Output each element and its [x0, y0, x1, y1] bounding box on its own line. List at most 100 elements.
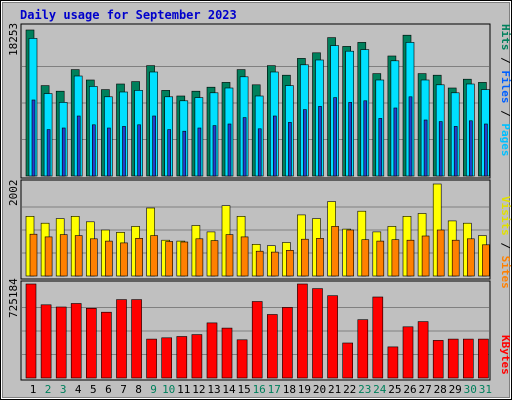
kbytes-bar-day-17 [266, 314, 278, 379]
sites-bar-day-13 [210, 240, 219, 277]
sites-bar-day-2 [44, 236, 53, 277]
pages-bar-day-15 [242, 117, 247, 177]
kbytes-bar-day-29 [447, 338, 459, 379]
pages-bar-day-2 [46, 129, 51, 177]
chart-title: Daily usage for September 2023 [20, 8, 237, 22]
sites-bar-day-8 [135, 238, 143, 277]
day-label-6: 6 [105, 383, 112, 396]
pages-bar-day-30 [468, 120, 473, 177]
day-label-31: 31 [479, 383, 492, 396]
sites-bar-day-1 [29, 233, 38, 277]
sites-bar-day-31 [482, 244, 490, 277]
kbytes-bar-day-12 [191, 334, 203, 379]
legend-sep-3: / [499, 242, 512, 249]
sites-bar-day-30 [466, 238, 475, 277]
day-label-25: 25 [388, 383, 401, 396]
kbytes-bar-day-20 [312, 288, 323, 379]
day-label-17: 17 [268, 383, 281, 396]
pages-bar-day-3 [61, 127, 66, 177]
kbytes-bar-day-18 [282, 307, 293, 379]
kbytes-bar-day-27 [417, 321, 429, 379]
kbytes-bar-day-22 [342, 342, 354, 379]
sites-bar-day-25 [391, 239, 400, 277]
sites-bar-day-15 [240, 236, 249, 277]
pages-bar-day-21 [333, 97, 337, 177]
pages-bar-day-24 [378, 118, 383, 177]
day-label-28: 28 [434, 383, 447, 396]
day-label-15: 15 [237, 383, 250, 396]
pages-bar-day-28 [438, 121, 443, 177]
legend-hits: Hits [499, 24, 512, 51]
pages-bar-day-9 [152, 115, 156, 177]
sites-bar-day-21 [331, 226, 339, 277]
pages-bar-day-17 [272, 115, 277, 177]
legend-sep-2: / [499, 110, 512, 117]
kbytes-bar-day-26 [402, 326, 414, 379]
sites-bar-day-23 [361, 239, 370, 277]
pages-bar-day-4 [76, 115, 81, 177]
kbytes-bar-day-25 [387, 346, 399, 379]
kbytes-bar-day-4 [70, 303, 82, 379]
sites-bar-day-18 [286, 250, 294, 277]
sites-bar-day-3 [59, 234, 68, 277]
sites-bar-day-6 [105, 240, 113, 277]
sites-bar-day-20 [316, 238, 324, 277]
legend-pages: Pages [499, 123, 512, 156]
day-label-18: 18 [283, 383, 296, 396]
pages-bar-day-22 [348, 102, 353, 177]
pages-bar-day-16 [257, 128, 262, 177]
kbytes-bar-day-11 [176, 336, 188, 379]
pages-bar-day-23 [363, 100, 368, 177]
kbytes-bar-day-9 [146, 338, 157, 379]
pages-bar-day-29 [453, 126, 458, 177]
pages-bar-day-31 [484, 123, 488, 177]
day-label-1: 1 [30, 383, 37, 396]
kbytes-bar-day-23 [357, 319, 369, 379]
sites-bar-day-5 [90, 238, 98, 277]
sites-bar-day-22 [346, 229, 355, 277]
kbytes-bar-day-8 [131, 299, 142, 379]
kbytes-bar-day-1 [25, 283, 37, 379]
legend-sites: Sites [499, 256, 512, 289]
pages-bar-day-12 [197, 127, 202, 177]
day-label-29: 29 [449, 383, 462, 396]
day-label-14: 14 [222, 383, 236, 396]
sites-bar-day-7 [120, 242, 128, 277]
pages-bar-day-14 [227, 123, 232, 177]
sites-bar-day-24 [376, 240, 385, 277]
pages-bar-day-27 [423, 119, 428, 177]
sites-bar-day-27 [421, 235, 430, 277]
kbytes-bar-day-16 [251, 301, 263, 379]
sites-bar-day-10 [165, 241, 173, 277]
sites-bar-day-4 [74, 235, 83, 277]
kbytes-bar-day-14 [221, 327, 233, 379]
legend-files: Files [499, 70, 512, 103]
pages-bar-day-11 [182, 130, 187, 177]
day-label-22: 22 [343, 383, 356, 396]
kbytes-bar-day-21 [327, 295, 338, 379]
sites-bar-day-9 [150, 235, 158, 277]
kbytes-bar-day-19 [297, 283, 308, 379]
day-label-3: 3 [60, 383, 67, 396]
legend-sep-1: / [499, 57, 512, 64]
pages-bar-day-13 [212, 125, 217, 177]
pages-bar-day-6 [107, 127, 111, 177]
pages-bar-day-26 [408, 96, 413, 177]
day-label-11: 11 [177, 383, 190, 396]
kbytes-bar-day-13 [206, 322, 218, 379]
pages-bar-day-18 [288, 122, 292, 177]
sites-bar-day-14 [225, 234, 234, 277]
pages-bar-day-1 [31, 99, 36, 177]
kbytes-bar-day-7 [116, 299, 127, 379]
kbytes-max-label: 725184 [7, 278, 20, 318]
kbytes-bar-day-30 [462, 338, 474, 379]
day-label-26: 26 [403, 383, 416, 396]
sites-bar-day-26 [406, 239, 415, 277]
day-label-27: 27 [418, 383, 431, 396]
traffic-max-label: 18253 [7, 23, 20, 56]
traffic-legend: Hits / Files / Pages [499, 24, 512, 157]
visits-max-label: 2002 [7, 180, 20, 207]
day-label-21: 21 [328, 383, 341, 396]
sites-bar-day-28 [436, 229, 445, 277]
